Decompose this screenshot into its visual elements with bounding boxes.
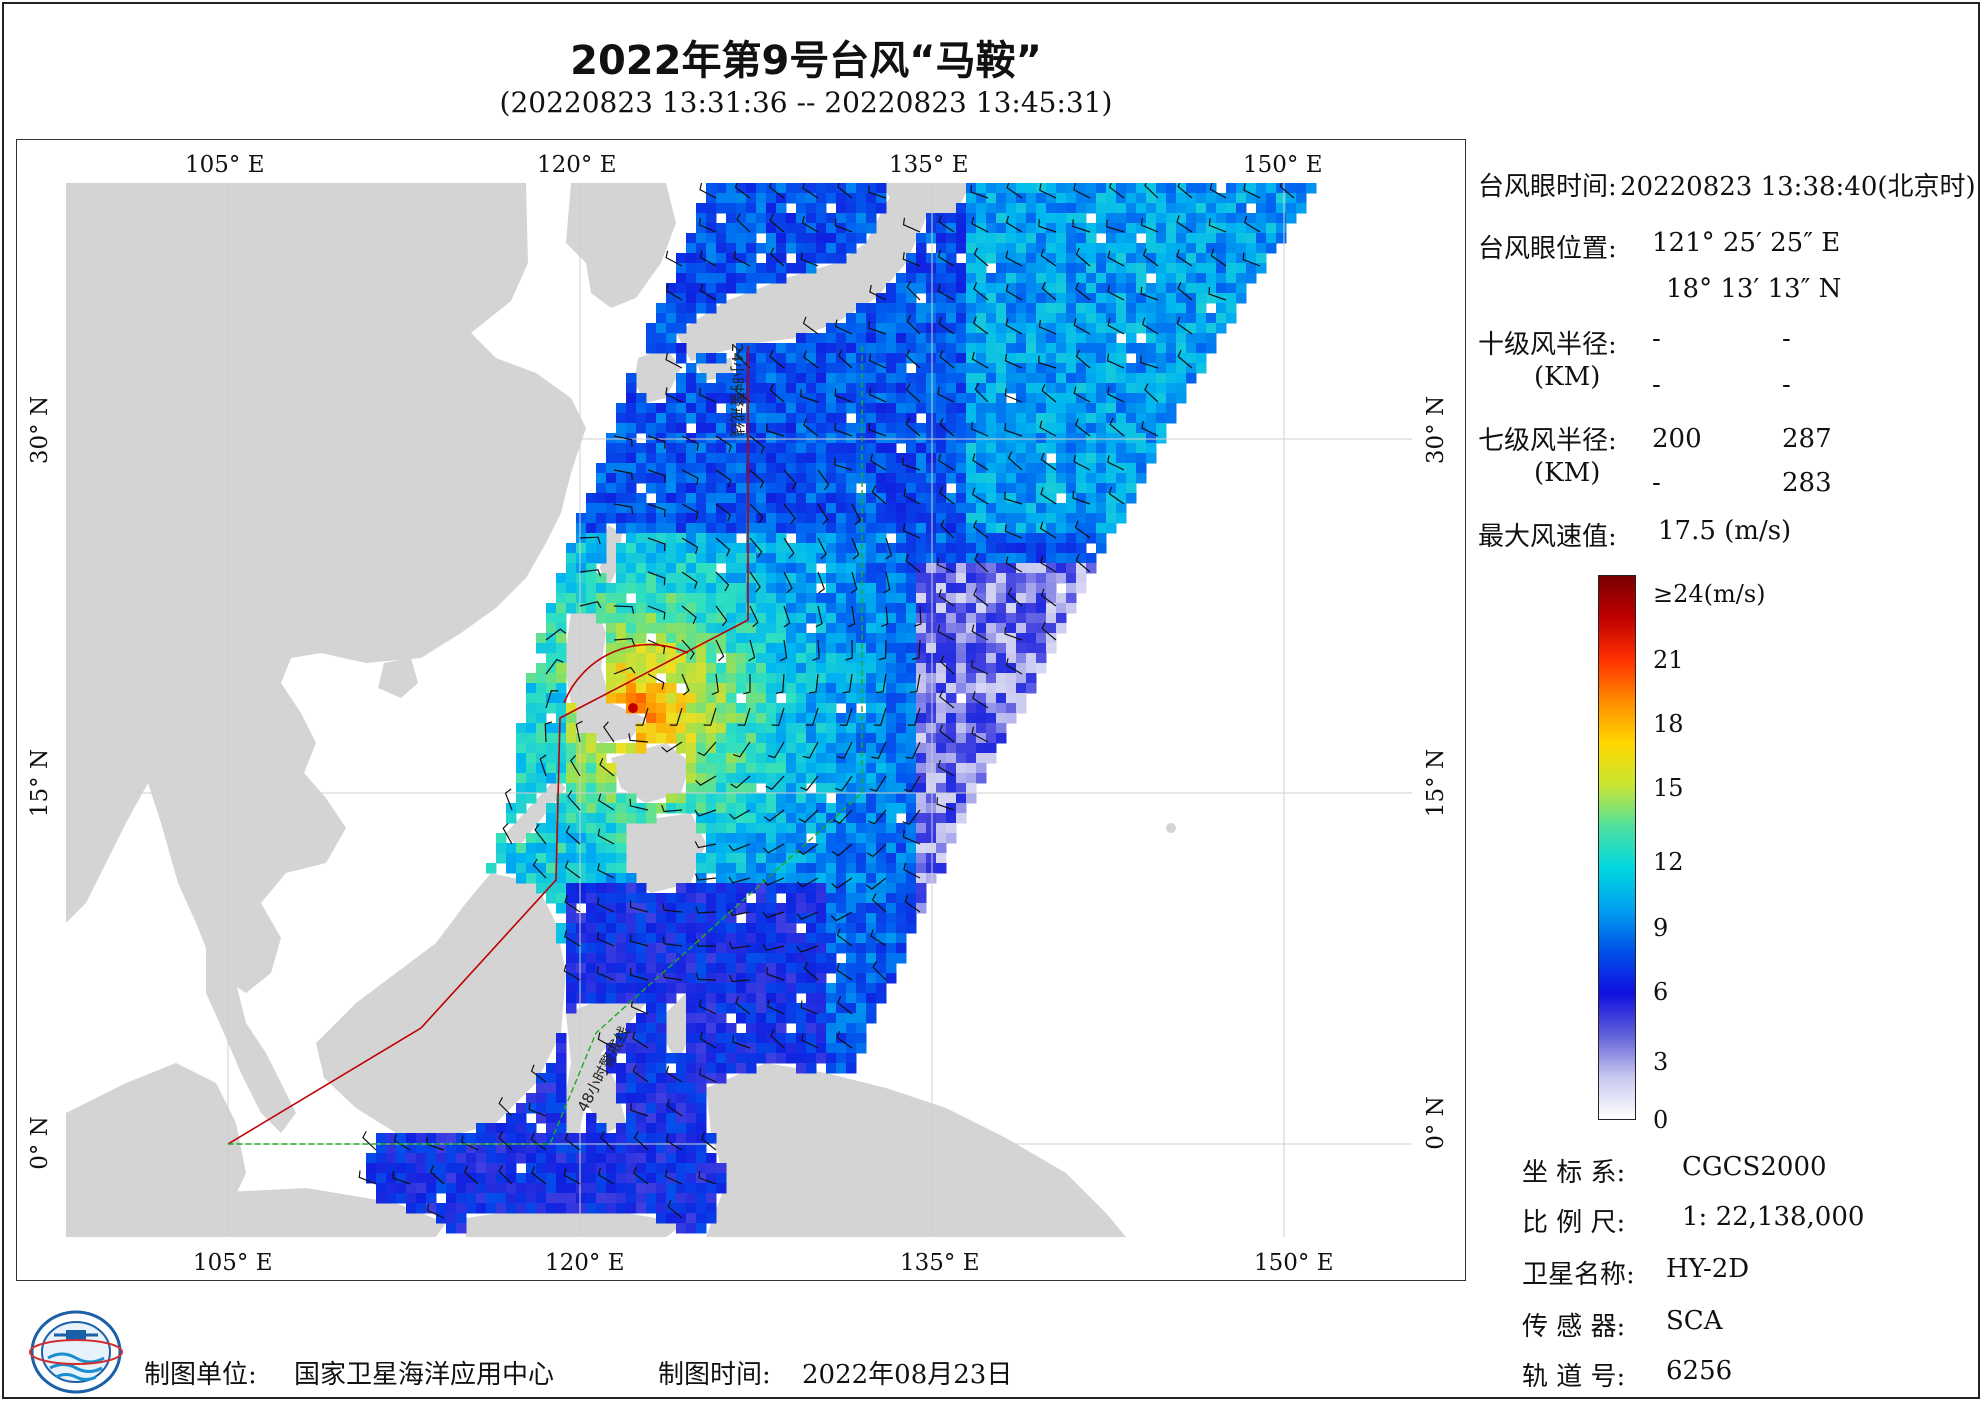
typhoon-7-level-radius xyxy=(563,643,689,704)
wind-speed-colorbar xyxy=(1598,575,1636,1120)
land-korea xyxy=(566,183,676,308)
lat-tick-left-0: 0° N xyxy=(27,1116,53,1170)
wind-field-map: 24小时警戒线 48小时警戒线 xyxy=(66,183,1412,1237)
satellite-value: HY-2D xyxy=(1666,1254,1750,1284)
wind-barbs xyxy=(358,183,1295,1219)
nsoas-logo xyxy=(29,1310,123,1394)
footer-date-label: 制图时间: xyxy=(658,1360,771,1390)
colorbar-label-15: 15 xyxy=(1653,774,1684,802)
colorbar-label-18: 18 xyxy=(1653,710,1684,738)
label-24h-line: 24小时警戒线 xyxy=(728,343,746,437)
lon-tick-top-105: 105° E xyxy=(185,152,265,178)
r7-label: 七级风半径: xyxy=(1478,426,1617,456)
orbit-value: 6256 xyxy=(1666,1356,1733,1386)
page-title: 2022年第9号台风“马鞍” xyxy=(570,38,1042,84)
land-hainan xyxy=(378,658,418,698)
colorbar-label-12: 12 xyxy=(1653,848,1684,876)
lon-tick-bottom-135: 135° E xyxy=(900,1250,980,1276)
scale-label: 比 例 尺: xyxy=(1522,1208,1626,1238)
eye-time-value: 20220823 13:38:40(北京时) xyxy=(1620,172,1976,202)
graticule xyxy=(66,183,1412,1237)
land-sumatra xyxy=(66,1063,246,1237)
land-java xyxy=(206,1188,446,1237)
colorbar-label-3: 3 xyxy=(1653,1048,1669,1076)
eye-time-label: 台风眼时间: xyxy=(1478,172,1617,202)
warning-line-48h xyxy=(228,346,863,1145)
wind-swath xyxy=(366,183,1317,1234)
typhoon-eye-marker xyxy=(628,703,638,713)
lon-tick-top-120: 120° E xyxy=(537,152,617,178)
eye-latitude: 18° 13′ 13″ N xyxy=(1666,274,1842,304)
footer-date-value: 2022年08月23日 xyxy=(802,1360,1013,1390)
lat-tick-right-30: 30° N xyxy=(1423,395,1449,465)
eye-longitude: 121° 25′ 25″ E xyxy=(1652,228,1841,258)
time-range: (20220823 13:31:36 -- 20220823 13:45:31) xyxy=(499,86,1113,119)
r7-value-c: - xyxy=(1652,468,1661,498)
land-halmahera xyxy=(666,993,691,1063)
eye-position-label: 台风眼位置: xyxy=(1478,234,1617,264)
lat-tick-right-0: 0° N xyxy=(1423,1096,1449,1150)
land-mindanao xyxy=(626,813,706,893)
land-guam xyxy=(1166,823,1176,833)
land-palawan xyxy=(506,778,566,848)
land-luzon xyxy=(564,608,646,743)
colorbar-label-0: 0 xyxy=(1653,1106,1669,1134)
footer-org-label: 制图单位: xyxy=(144,1360,257,1390)
colorbar-label-6: 6 xyxy=(1653,978,1669,1006)
land-lesser-sunda xyxy=(466,1208,686,1237)
r7-unit: (KM) xyxy=(1534,458,1601,488)
land-japan-hokkaido xyxy=(881,183,971,218)
sensor-value: SCA xyxy=(1666,1306,1723,1336)
warning-line-24h xyxy=(227,346,749,1145)
lon-tick-bottom-120: 120° E xyxy=(545,1250,625,1276)
land-visayas xyxy=(611,743,691,803)
colorbar-label-9: 9 xyxy=(1653,914,1669,942)
satellite-label: 卫星名称: xyxy=(1522,1260,1635,1290)
lat-tick-left-30: 30° N xyxy=(27,395,53,465)
lon-tick-top-150: 150° E xyxy=(1243,152,1323,178)
lon-tick-bottom-150: 150° E xyxy=(1254,1250,1334,1276)
max-wind-value: 17.5 (m/s) xyxy=(1658,516,1792,546)
r10-value-c: - xyxy=(1652,370,1661,400)
lat-tick-left-15: 15° N xyxy=(27,748,53,818)
lat-tick-right-15: 15° N xyxy=(1423,748,1449,818)
scale-value: 1: 22,138,000 xyxy=(1682,1202,1865,1232)
land-asia-mainland xyxy=(66,183,586,993)
crs-value: CGCS2000 xyxy=(1682,1152,1827,1182)
r10-value-b: - xyxy=(1782,324,1791,354)
r10-value-a: - xyxy=(1652,324,1661,354)
land-sulawesi xyxy=(561,998,646,1143)
map-frame xyxy=(16,139,1466,1281)
lon-tick-top-135: 135° E xyxy=(889,152,969,178)
colorbar-label-24: ≥24(m/s) xyxy=(1653,580,1766,608)
footer-org-value: 国家卫星海洋应用中心 xyxy=(294,1360,555,1390)
colorbar-label-21: 21 xyxy=(1653,646,1684,674)
lon-tick-bottom-105: 105° E xyxy=(193,1250,273,1276)
r10-label: 十级风半径: xyxy=(1478,330,1617,360)
land-new-guinea xyxy=(706,1063,1126,1237)
orbit-label: 轨 道 号: xyxy=(1522,1362,1626,1392)
max-wind-label: 最大风速值: xyxy=(1478,522,1617,552)
r10-value-d: - xyxy=(1782,370,1791,400)
r7-value-d: 283 xyxy=(1782,468,1832,498)
r10-unit: (KM) xyxy=(1534,362,1601,392)
crs-label: 坐 标 系: xyxy=(1522,1158,1626,1188)
r7-value-a: 200 xyxy=(1652,424,1702,454)
sensor-label: 传 感 器: xyxy=(1522,1312,1626,1342)
r7-value-b: 287 xyxy=(1782,424,1832,454)
